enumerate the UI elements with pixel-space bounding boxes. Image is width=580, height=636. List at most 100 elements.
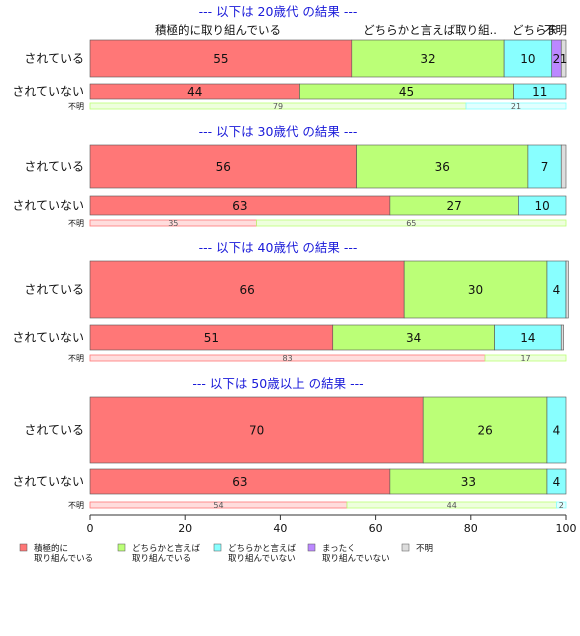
- segment-header: どちらかと言えば取り組..: [363, 23, 497, 37]
- bar-segment: [356, 144, 529, 189]
- bar-segment: [560, 324, 564, 351]
- fumei-segment: [484, 354, 567, 362]
- bar-segment: [332, 324, 495, 351]
- bar-segment: [89, 39, 353, 78]
- bar-segment: [89, 324, 334, 351]
- legend-label: どちらかと言えば: [132, 543, 201, 554]
- data-label: 10: [520, 52, 535, 66]
- fumei-value: 79: [273, 102, 283, 111]
- bar-segment: [89, 144, 357, 189]
- bar-segment: [546, 396, 567, 464]
- legend-swatch: [213, 543, 222, 552]
- group-title: --- 以下は 20歳代 の結果 ---: [199, 4, 358, 19]
- data-label: 4: [553, 424, 561, 438]
- fumei-segment: [556, 501, 567, 509]
- fumei-value: 17: [520, 354, 530, 363]
- data-label: 45: [399, 85, 414, 99]
- data-label: 30: [468, 283, 483, 297]
- fumei-fill: [90, 103, 467, 109]
- legend-label-line2: 取り組んでいない: [322, 553, 390, 564]
- x-tick-label: 20: [178, 522, 192, 535]
- data-label: 36: [435, 160, 450, 174]
- data-label: 63: [232, 199, 247, 213]
- data-label: 2: [553, 52, 561, 66]
- x-tick-label: 100: [556, 522, 577, 535]
- group-3: --- 以下は 50歳以上 の結果 --- されている 70 26 4 されていない 63 3…: [12, 376, 567, 510]
- legend: 積極的に取り組んでいるどちらかと言えば取り組んでいるどちらかと言えば取り組んでい…: [19, 543, 433, 564]
- data-label: 56: [216, 160, 231, 174]
- x-tick-label: 0: [87, 522, 94, 535]
- bar-segment: [351, 39, 505, 78]
- data-label: 32: [420, 52, 435, 66]
- bar-segment: [527, 144, 562, 189]
- bar-segment: [560, 144, 567, 189]
- segment-header: 不明: [544, 23, 567, 37]
- row-label: されていない: [12, 331, 84, 345]
- fumei-fill: [90, 220, 257, 226]
- data-label: 10: [535, 199, 550, 213]
- group-2: --- 以下は 40歳代 の結果 --- されている 66 30 4 されていない 51 34…: [12, 240, 569, 363]
- data-label: 4: [553, 283, 561, 297]
- data-label: 70: [249, 424, 264, 438]
- legend-label-line2: 取り組んでいる: [34, 553, 93, 564]
- x-tick-label: 40: [273, 522, 287, 535]
- data-label: 44: [187, 85, 202, 99]
- fumei-fill: [466, 103, 566, 109]
- group-title: --- 以下は 50歳以上 の結果 ---: [192, 376, 363, 391]
- fumei-value: 44: [447, 501, 457, 510]
- group-title: --- 以下は 30歳代 の結果 ---: [199, 124, 358, 139]
- row-label: されている: [24, 283, 84, 297]
- bar-segment: [560, 39, 567, 78]
- fumei-label: 不明: [68, 102, 84, 111]
- bar-segment: [494, 324, 562, 351]
- legend-label: 積極的に: [34, 543, 68, 554]
- bar-segment: [89, 396, 424, 464]
- legend-swatch: [19, 543, 28, 552]
- bar-segment: [89, 468, 391, 495]
- fumei-segment: [256, 219, 567, 227]
- fumei-label: 不明: [68, 354, 84, 363]
- fumei-value: 83: [282, 354, 292, 363]
- fumei-segment: [465, 102, 567, 110]
- row-label: されていない: [12, 475, 84, 489]
- segment-header: 積極的に取り組んでいる: [155, 23, 281, 37]
- fumei-fill: [485, 355, 566, 361]
- group-1: --- 以下は 30歳代 の結果 --- されている 56 36 7 されていない 63 27…: [12, 124, 567, 228]
- data-label: 55: [213, 52, 228, 66]
- bar-segment: [89, 260, 405, 319]
- data-label: 33: [461, 475, 476, 489]
- bar-segment: [565, 260, 569, 319]
- row-label: されている: [24, 52, 84, 66]
- bar-segment: [518, 195, 567, 216]
- data-label: 27: [446, 199, 461, 213]
- legend-swatch: [117, 543, 126, 552]
- legend-label-line2: 取り組んでいない: [228, 553, 296, 564]
- fumei-fill: [90, 355, 486, 361]
- fumei-label: 不明: [68, 501, 84, 510]
- data-label: 63: [232, 475, 247, 489]
- bar-segment: [403, 260, 548, 319]
- fumei-fill: [90, 502, 348, 508]
- row-label: されている: [24, 423, 84, 437]
- fumei-fill: [556, 502, 566, 508]
- row-label: されている: [24, 160, 84, 174]
- data-label: 66: [239, 283, 254, 297]
- bar-segment: [422, 396, 548, 464]
- group-0: --- 以下は 20歳代 の結果 --- されている 55 32 10 2 1 されていない 4…: [12, 4, 567, 111]
- bar-segment: [389, 468, 548, 495]
- row-label: されていない: [12, 199, 84, 213]
- legend-swatch: [401, 543, 410, 552]
- data-label: 7: [541, 160, 549, 174]
- legend-label-line2: 取り組んでいる: [132, 553, 191, 564]
- legend-swatch: [307, 543, 316, 552]
- x-axis: 0 20 40 60 80 100: [87, 514, 577, 535]
- data-label: 4: [553, 475, 561, 489]
- x-tick-label: 60: [369, 522, 383, 535]
- row-label: されていない: [12, 85, 84, 99]
- bar-segment: [503, 39, 553, 78]
- fumei-fill: [347, 502, 557, 508]
- data-label: 26: [477, 424, 492, 438]
- fumei-value: 21: [511, 102, 521, 111]
- data-label: 14: [520, 331, 535, 345]
